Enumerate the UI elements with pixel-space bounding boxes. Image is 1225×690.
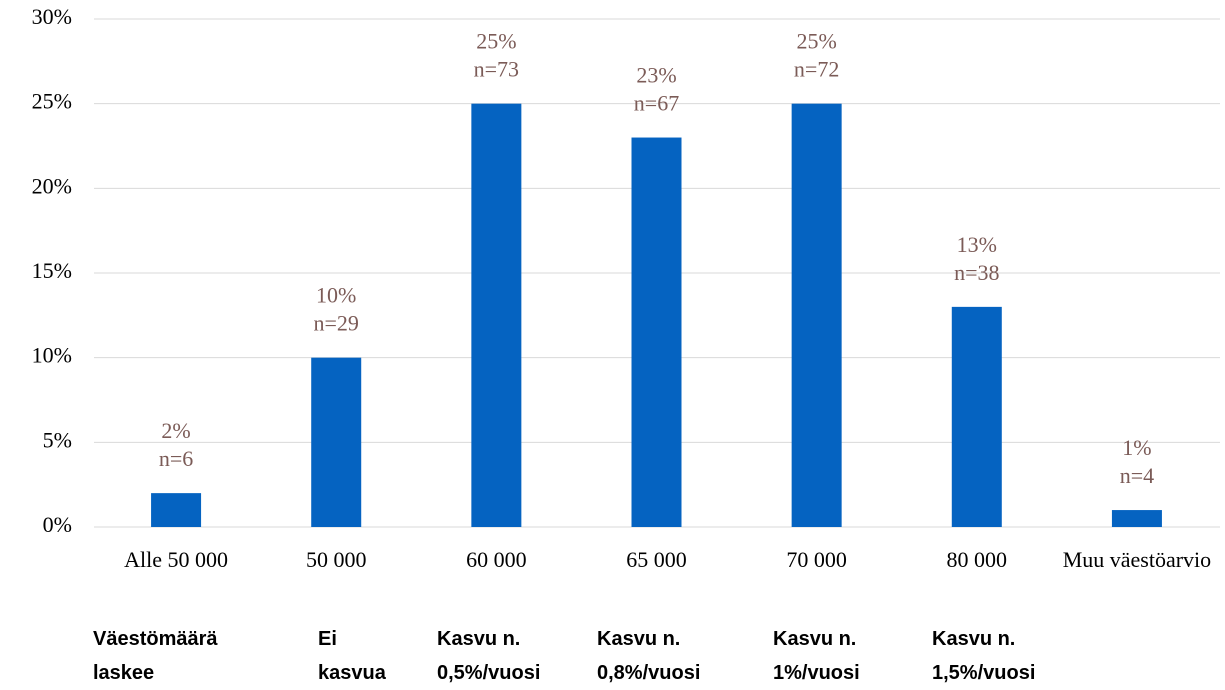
x-tick-label: 50 000 (305, 547, 367, 572)
bar (631, 137, 682, 528)
n-label: n=72 (794, 57, 839, 82)
y-tick-label: 30% (32, 4, 72, 29)
bar (1111, 510, 1162, 527)
group-label: Kasvu n. 0,8%/vuosi (597, 628, 701, 684)
x-tick-label: Alle 50 000 (124, 547, 228, 572)
y-tick-label: 25% (32, 89, 72, 114)
y-tick-label: 15% (32, 258, 72, 283)
x-tick-label: 60 000 (466, 547, 527, 572)
value-label: 10% (316, 283, 356, 308)
x-tick-label: Muu väestöarvio (1062, 547, 1212, 572)
value-label: 23% (636, 63, 676, 88)
bar (311, 357, 362, 527)
group-label: Kasvu n. 1%/vuosi (773, 628, 860, 684)
group-label: Kasvu n. 1,5%/vuosi (932, 628, 1036, 684)
value-label: 1% (1122, 435, 1151, 460)
y-tick-label: 0% (43, 512, 72, 537)
y-tick-label: 5% (43, 427, 72, 452)
n-label: n=67 (634, 91, 679, 116)
n-label: n=29 (314, 311, 359, 336)
n-label: n=4 (1120, 463, 1154, 488)
x-tick-label: 80 000 (946, 547, 1008, 572)
value-label: 25% (796, 29, 836, 54)
value-label: 25% (476, 29, 516, 54)
n-label: n=6 (159, 446, 193, 471)
value-label: 13% (957, 232, 997, 257)
bar (151, 493, 202, 527)
bar (471, 103, 522, 528)
group-label: Väestömäärä laskee (93, 628, 218, 684)
x-tick-label: 70 000 (786, 547, 847, 572)
value-label: 2% (161, 418, 190, 443)
group-label: Ei kasvua (318, 628, 386, 684)
x-tick-label: 65 000 (626, 547, 687, 572)
n-label: n=73 (474, 57, 519, 82)
group-label: Kasvu n. 0,5%/vuosi (437, 628, 541, 684)
y-tick-label: 20% (32, 173, 72, 198)
bar (791, 103, 842, 528)
y-tick-label: 10% (32, 343, 72, 368)
bar (951, 306, 1002, 527)
n-label: n=38 (954, 260, 999, 285)
